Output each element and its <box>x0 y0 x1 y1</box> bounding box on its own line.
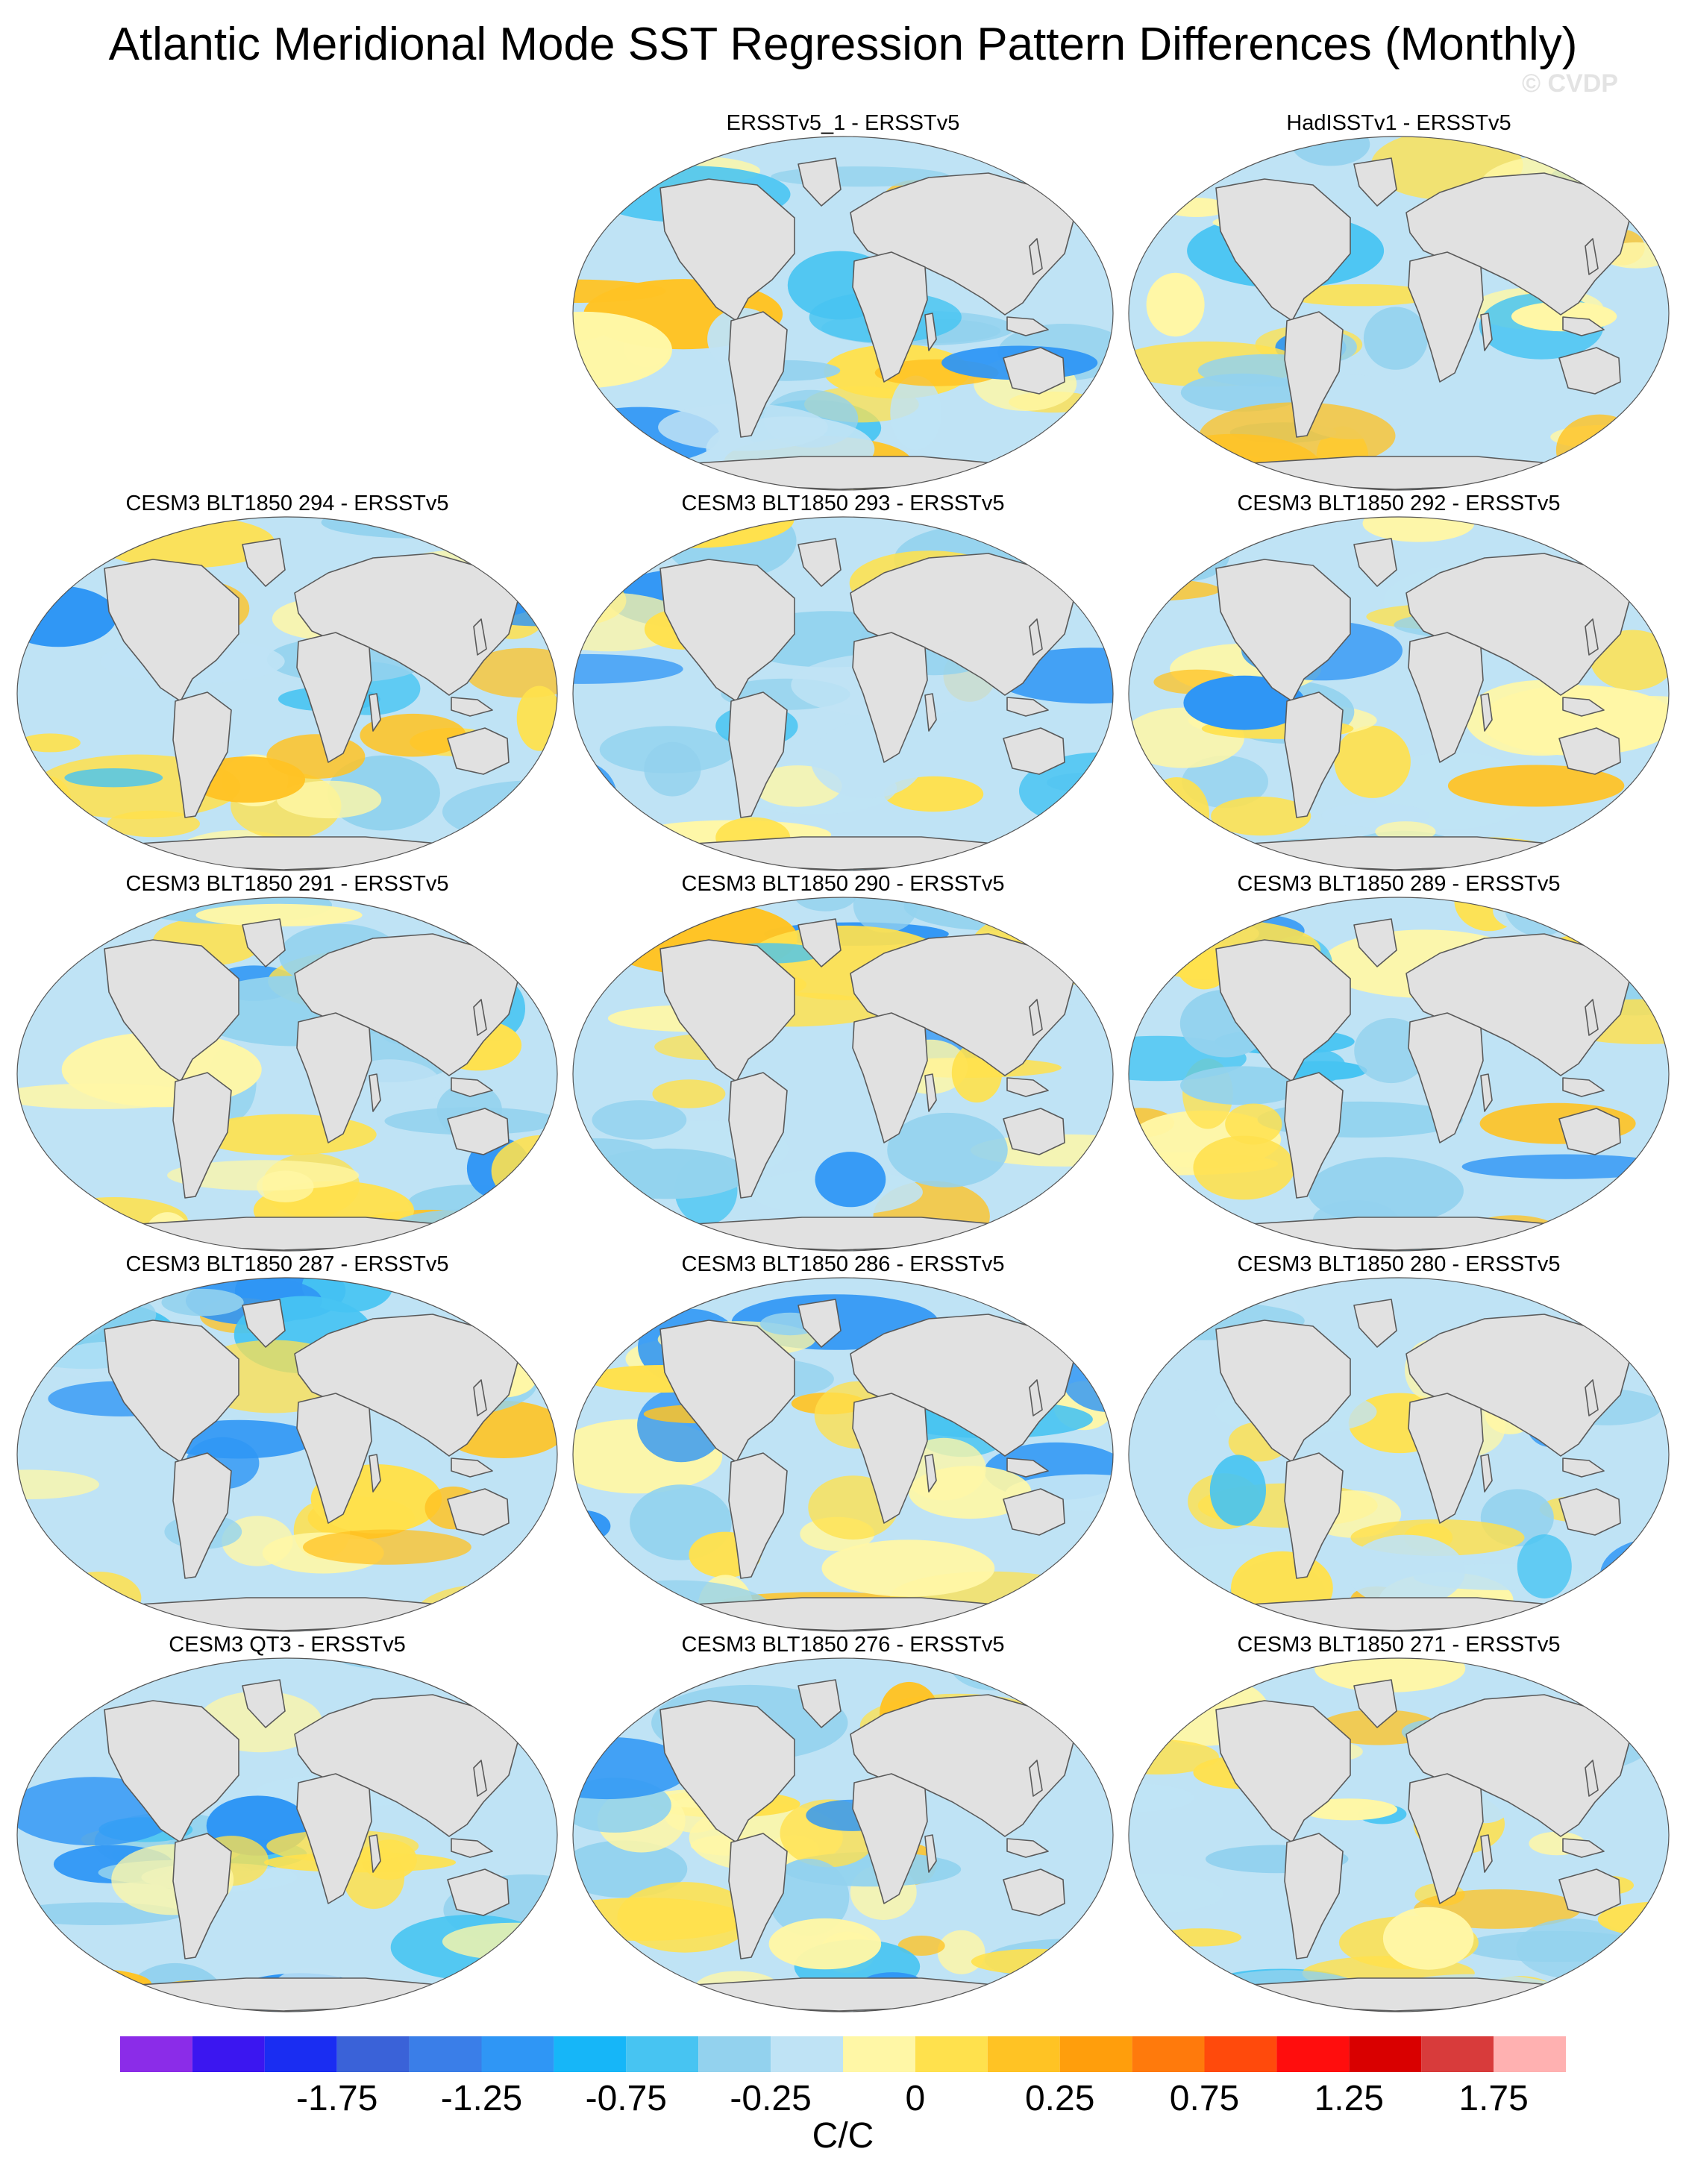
panel-title: CESM3 BLT1850 294 - ERSSTv5 <box>125 492 449 515</box>
colorbar-box <box>264 2036 337 2072</box>
colorbar-box <box>1349 2036 1422 2072</box>
colorbar-box <box>192 2036 265 2072</box>
sst-difference-map <box>16 1657 558 2012</box>
colorbar-box <box>1276 2036 1350 2072</box>
colorbar-box <box>698 2036 771 2072</box>
panel-title: CESM3 BLT1850 290 - ERSSTv5 <box>681 872 1005 896</box>
panel-title: CESM3 BLT1850 287 - ERSSTv5 <box>125 1252 449 1276</box>
panel-title: HadISSTv1 - ERSSTv5 <box>1286 111 1511 135</box>
colorbar-box <box>1204 2036 1277 2072</box>
colorbar-tick-label: 0.75 <box>1169 2079 1240 2118</box>
sst-difference-map <box>572 1657 1114 2012</box>
colorbar-tick-label: -1.75 <box>295 2079 378 2118</box>
colorbar-box <box>1132 2036 1205 2072</box>
panel-title: CESM3 BLT1850 271 - ERSSTv5 <box>1237 1633 1561 1657</box>
cvdp-credit: © CVDP <box>1522 69 1618 98</box>
panel-title: CESM3 BLT1850 289 - ERSSTv5 <box>1237 872 1561 896</box>
colorbar-box <box>915 2036 988 2072</box>
sst-difference-map <box>1128 897 1670 1252</box>
colorbar-box <box>771 2036 843 2072</box>
colorbar-box <box>1421 2036 1494 2072</box>
colorbar-tick-label: 1.75 <box>1458 2079 1529 2118</box>
panel-title: CESM3 BLT1850 280 - ERSSTv5 <box>1237 1252 1561 1276</box>
colorbar-box <box>843 2036 915 2072</box>
colorbar-tick-label: 1.25 <box>1314 2079 1384 2118</box>
colorbar-box <box>987 2036 1060 2072</box>
colorbar-box <box>120 2036 192 2072</box>
colorbar-box <box>626 2036 699 2072</box>
colorbar-box <box>409 2036 482 2072</box>
colorbar-box <box>554 2036 627 2072</box>
sst-difference-map <box>16 1277 558 1632</box>
panel-title: CESM3 BLT1850 292 - ERSSTv5 <box>1237 492 1561 515</box>
panel-title: ERSSTv5_1 - ERSSTv5 <box>726 111 960 135</box>
colorbar-units: C/C <box>812 2116 874 2156</box>
sst-difference-map <box>16 516 558 871</box>
sst-difference-map <box>1128 136 1670 491</box>
sst-difference-map <box>572 136 1114 491</box>
colorbar <box>120 2036 1566 2072</box>
colorbar-box <box>481 2036 554 2072</box>
panel-title: CESM3 BLT1850 293 - ERSSTv5 <box>681 492 1005 515</box>
colorbar-tick-label: -0.75 <box>585 2079 667 2118</box>
panel-title: CESM3 BLT1850 286 - ERSSTv5 <box>681 1252 1005 1276</box>
colorbar-box <box>1059 2036 1132 2072</box>
sst-difference-map <box>572 1277 1114 1632</box>
colorbar-box <box>336 2036 410 2072</box>
panel-title: CESM3 QT3 - ERSSTv5 <box>169 1633 406 1657</box>
colorbar-box <box>1494 2036 1566 2072</box>
sst-difference-map <box>1128 516 1670 871</box>
figure-title: Atlantic Meridional Mode SST Regression … <box>108 19 1578 70</box>
sst-difference-map <box>16 897 558 1252</box>
colorbar-tick-label: -1.25 <box>440 2079 523 2118</box>
panel-title: CESM3 BLT1850 291 - ERSSTv5 <box>125 872 449 896</box>
colorbar-tick-label: -0.25 <box>730 2079 812 2118</box>
colorbar-tick-label: 0.25 <box>1024 2079 1095 2118</box>
sst-difference-map <box>1128 1277 1670 1632</box>
colorbar-tick-label: 0 <box>905 2079 926 2118</box>
sst-difference-map <box>572 897 1114 1252</box>
panel-title: CESM3 BLT1850 276 - ERSSTv5 <box>681 1633 1005 1657</box>
sst-difference-map <box>1128 1657 1670 2012</box>
sst-difference-map <box>572 516 1114 871</box>
